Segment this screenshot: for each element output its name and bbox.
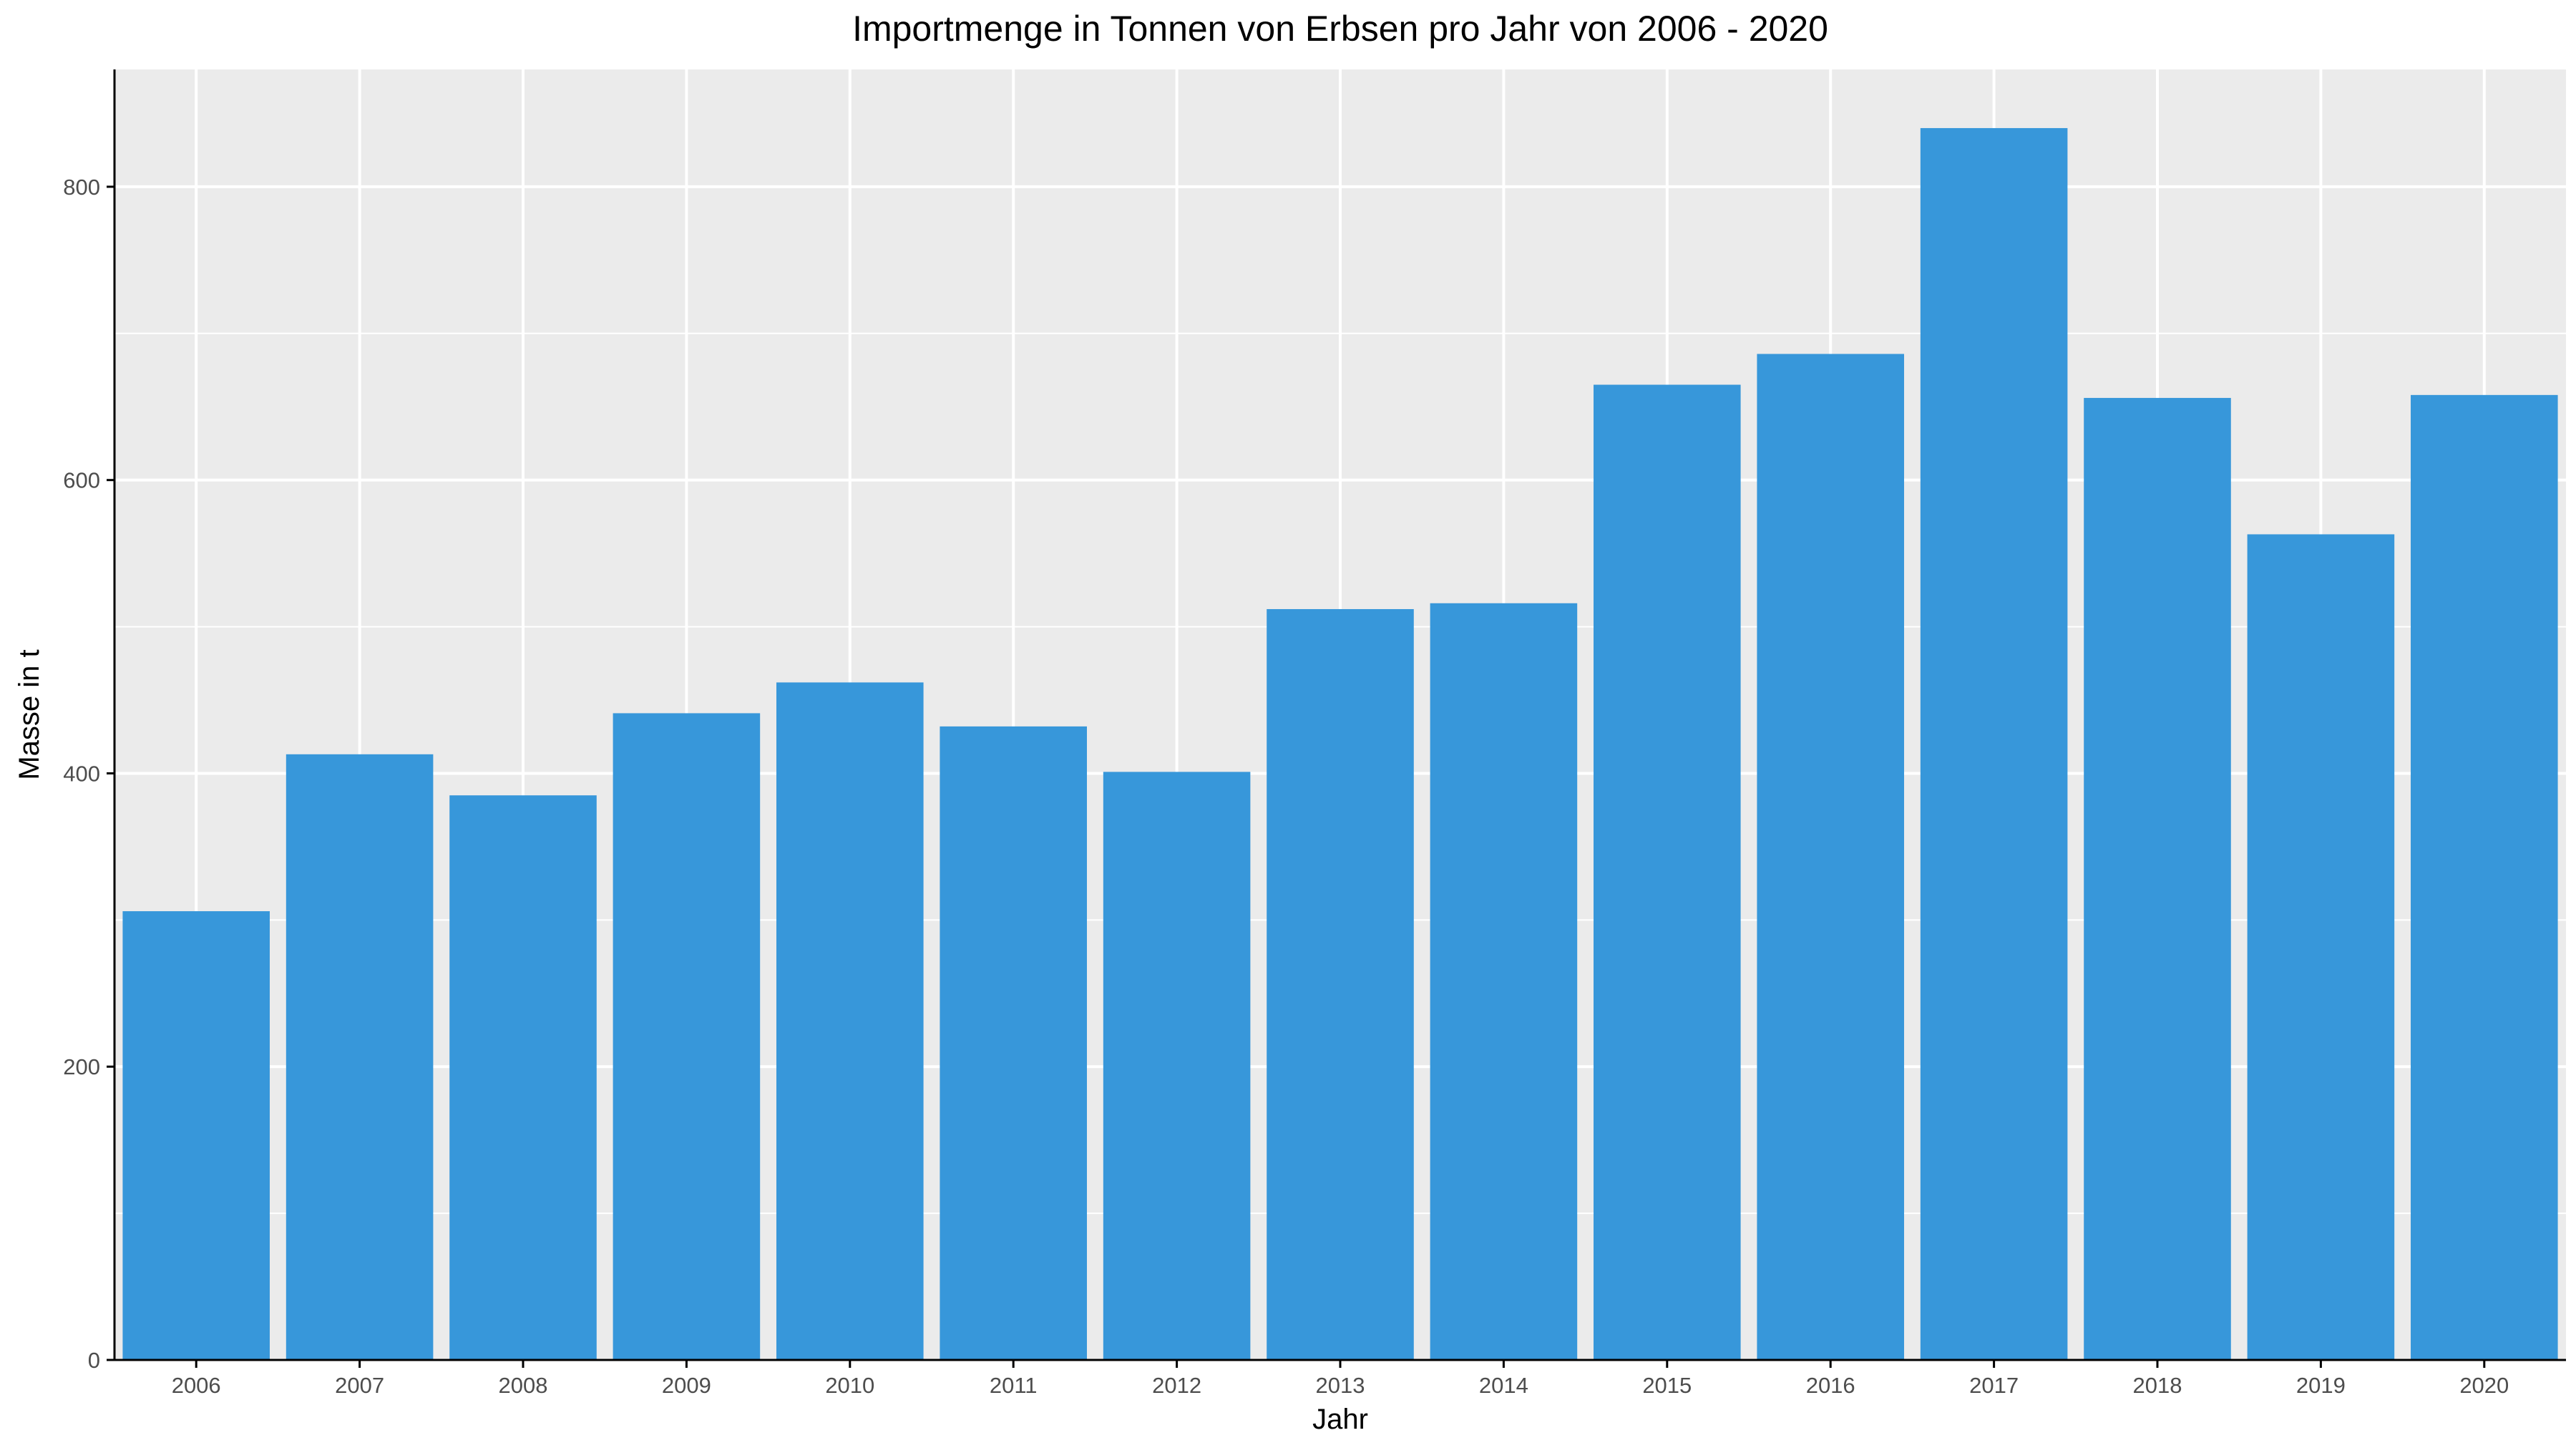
bar-2010 (776, 682, 924, 1360)
bar-2016 (1757, 354, 1904, 1361)
y-tick-label: 200 (63, 1054, 100, 1079)
bar-2015 (1594, 384, 1741, 1361)
x-tick-label: 2014 (1479, 1373, 1528, 1398)
bar-2014 (1430, 603, 1578, 1360)
chart-title: Importmenge in Tonnen von Erbsen pro Jah… (852, 9, 1828, 49)
bar-2018 (2084, 397, 2231, 1360)
y-tick-label: 400 (63, 761, 100, 786)
x-tick-label: 2011 (990, 1373, 1038, 1398)
x-tick-label: 2019 (2296, 1373, 2346, 1398)
y-tick-labels: 0 200 400 600 800 (63, 175, 114, 1373)
x-tick-label: 2008 (499, 1373, 548, 1398)
bar-2006 (122, 911, 270, 1360)
x-tick-label: 2010 (825, 1373, 874, 1398)
x-tick-label: 2009 (662, 1373, 711, 1398)
x-tick-label: 2015 (1642, 1373, 1692, 1398)
bar-2012 (1103, 772, 1251, 1360)
bar-2008 (449, 795, 597, 1360)
x-tick-label: 2020 (2459, 1373, 2509, 1398)
bar-2007 (286, 754, 434, 1360)
y-tick-label: 800 (63, 175, 100, 200)
bar-2017 (1920, 127, 2068, 1360)
x-tick-label: 2013 (1316, 1373, 1365, 1398)
y-tick-label: 0 (88, 1348, 100, 1373)
x-tick-label: 2012 (1152, 1373, 1201, 1398)
x-tick-label: 2006 (172, 1373, 221, 1398)
bar-2020 (2411, 394, 2558, 1361)
bars-group (122, 127, 2558, 1361)
x-tick-label: 2016 (1806, 1373, 1855, 1398)
bar-2011 (940, 726, 1087, 1360)
x-tick-label: 2007 (335, 1373, 384, 1398)
x-axis-label: Jahr (1312, 1404, 1368, 1435)
bar-2019 (2247, 534, 2395, 1360)
x-tick-label: 2018 (2133, 1373, 2182, 1398)
y-tick-label: 600 (63, 468, 100, 493)
x-tick-label: 2017 (1969, 1373, 2019, 1398)
bar-2013 (1267, 608, 1414, 1360)
x-tick-labels: 2006 2007 2008 2009 2010 2011 2012 2013 2014 2015… (172, 1360, 2509, 1398)
bar-2009 (613, 713, 761, 1360)
y-axis-label: Masse in t (14, 649, 45, 779)
